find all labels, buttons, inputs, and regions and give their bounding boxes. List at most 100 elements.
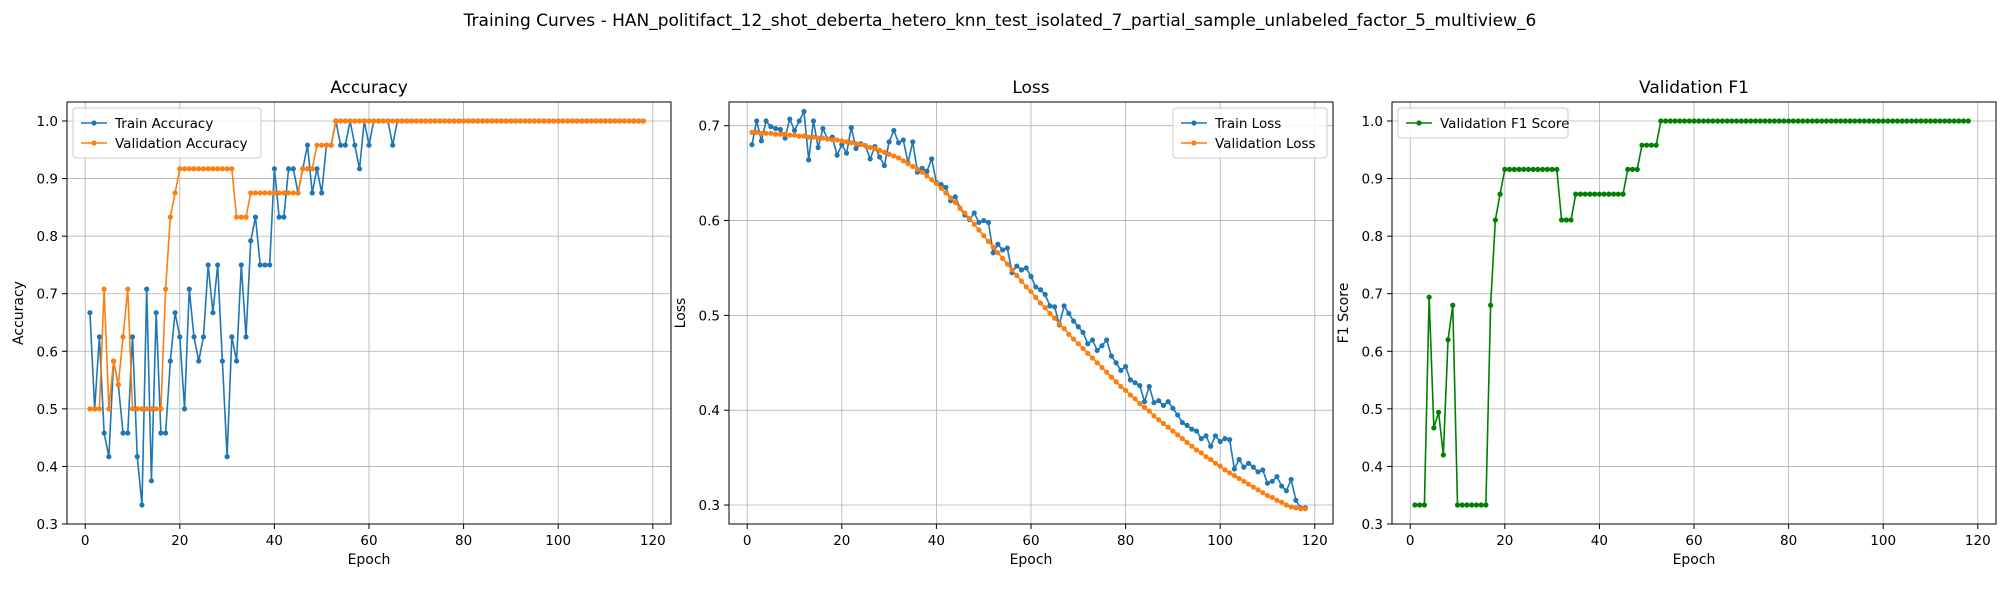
data-point (1189, 443, 1195, 449)
chart-title: Accuracy (330, 78, 408, 98)
data-point (1260, 467, 1266, 473)
data-point (1417, 502, 1423, 508)
data-point (777, 131, 783, 137)
data-point (281, 214, 287, 220)
data-point (1104, 337, 1110, 343)
data-point (186, 166, 192, 172)
data-point (1700, 118, 1707, 124)
data-point (1000, 247, 1006, 253)
data-point (815, 144, 821, 151)
data-point (943, 190, 949, 196)
data-point (1118, 383, 1124, 390)
data-point (1099, 364, 1105, 371)
data-point (210, 310, 216, 316)
data-point (1771, 118, 1778, 124)
x-tick-label: 0 (1406, 533, 1415, 549)
data-point (1823, 118, 1830, 124)
data-point (929, 156, 935, 162)
data-point (1814, 118, 1820, 124)
data-point (834, 152, 840, 158)
data-point (1184, 422, 1190, 428)
data-point (777, 126, 783, 133)
data-point (1113, 360, 1119, 366)
legend-label: Train Accuracy (114, 116, 213, 132)
data-point (981, 233, 987, 239)
data-point (1293, 497, 1299, 503)
data-point (1245, 481, 1252, 487)
data-point (1667, 118, 1673, 124)
data-point (96, 334, 102, 340)
data-point (196, 166, 202, 172)
y-tick-label: 0.3 (699, 498, 720, 514)
y-tick-label: 0.4 (699, 403, 720, 419)
data-point (1932, 118, 1938, 124)
legend: Train Loss Validation Loss (1172, 107, 1328, 159)
y-axis-label: Accuracy (11, 281, 27, 345)
data-point (971, 221, 977, 227)
data-point (626, 118, 632, 124)
data-point (858, 142, 864, 148)
data-point (1530, 166, 1536, 172)
data-point (158, 430, 164, 436)
data-point (1535, 166, 1541, 172)
data-point (385, 118, 391, 124)
data-point (1127, 377, 1133, 383)
data-point (886, 151, 892, 157)
data-point (971, 210, 977, 216)
data-point (877, 147, 883, 153)
data-point (1961, 118, 1967, 124)
data-point (1426, 294, 1432, 300)
data-point (352, 118, 358, 124)
y-tick-label: 0.9 (37, 172, 58, 188)
data-point (200, 166, 207, 172)
data-point (1767, 118, 1773, 124)
data-point (895, 140, 902, 146)
x-tick-label: 120 (1965, 533, 1991, 549)
data-point (768, 124, 774, 130)
data-point (479, 118, 486, 124)
data-point (1104, 369, 1110, 375)
data-point (1075, 341, 1081, 347)
data-point (1066, 331, 1072, 337)
data-point (1710, 118, 1716, 124)
data-point (914, 166, 921, 172)
data-point (1141, 404, 1148, 410)
chart-panel-1: 0 20 40 60 80 100 120 0.3 0.4 0.5 0.6 0.7 0.8 0.9 1.0 A… (11, 78, 672, 568)
data-point (172, 310, 178, 316)
data-point (1908, 118, 1915, 124)
data-point (125, 430, 131, 436)
data-point (1866, 118, 1872, 124)
data-point (1790, 118, 1796, 124)
data-point (144, 406, 150, 412)
data-point (848, 125, 854, 131)
data-point (1412, 502, 1418, 508)
data-point (1217, 438, 1223, 445)
data-point (1913, 118, 1919, 124)
data-point (640, 118, 646, 124)
data-point (153, 310, 159, 316)
data-point (1516, 166, 1522, 172)
data-point (432, 118, 438, 124)
data-point (252, 214, 259, 220)
data-point (134, 454, 140, 460)
data-point (404, 118, 410, 124)
data-point (1151, 400, 1157, 406)
data-point (181, 406, 188, 412)
data-point (1819, 118, 1825, 124)
data-point (390, 118, 396, 124)
data-point (1146, 408, 1152, 414)
data-point (1800, 118, 1806, 124)
data-point (612, 118, 618, 124)
data-point (1170, 428, 1176, 434)
data-point (1563, 217, 1569, 223)
data-point (806, 134, 812, 140)
data-point (158, 406, 164, 412)
data-point (167, 214, 173, 220)
data-point (513, 118, 519, 124)
data-point (375, 118, 382, 124)
data-point (1033, 284, 1039, 290)
data-point (1620, 191, 1626, 197)
chart-title: Validation F1 (1639, 78, 1749, 98)
data-point (1255, 469, 1261, 475)
